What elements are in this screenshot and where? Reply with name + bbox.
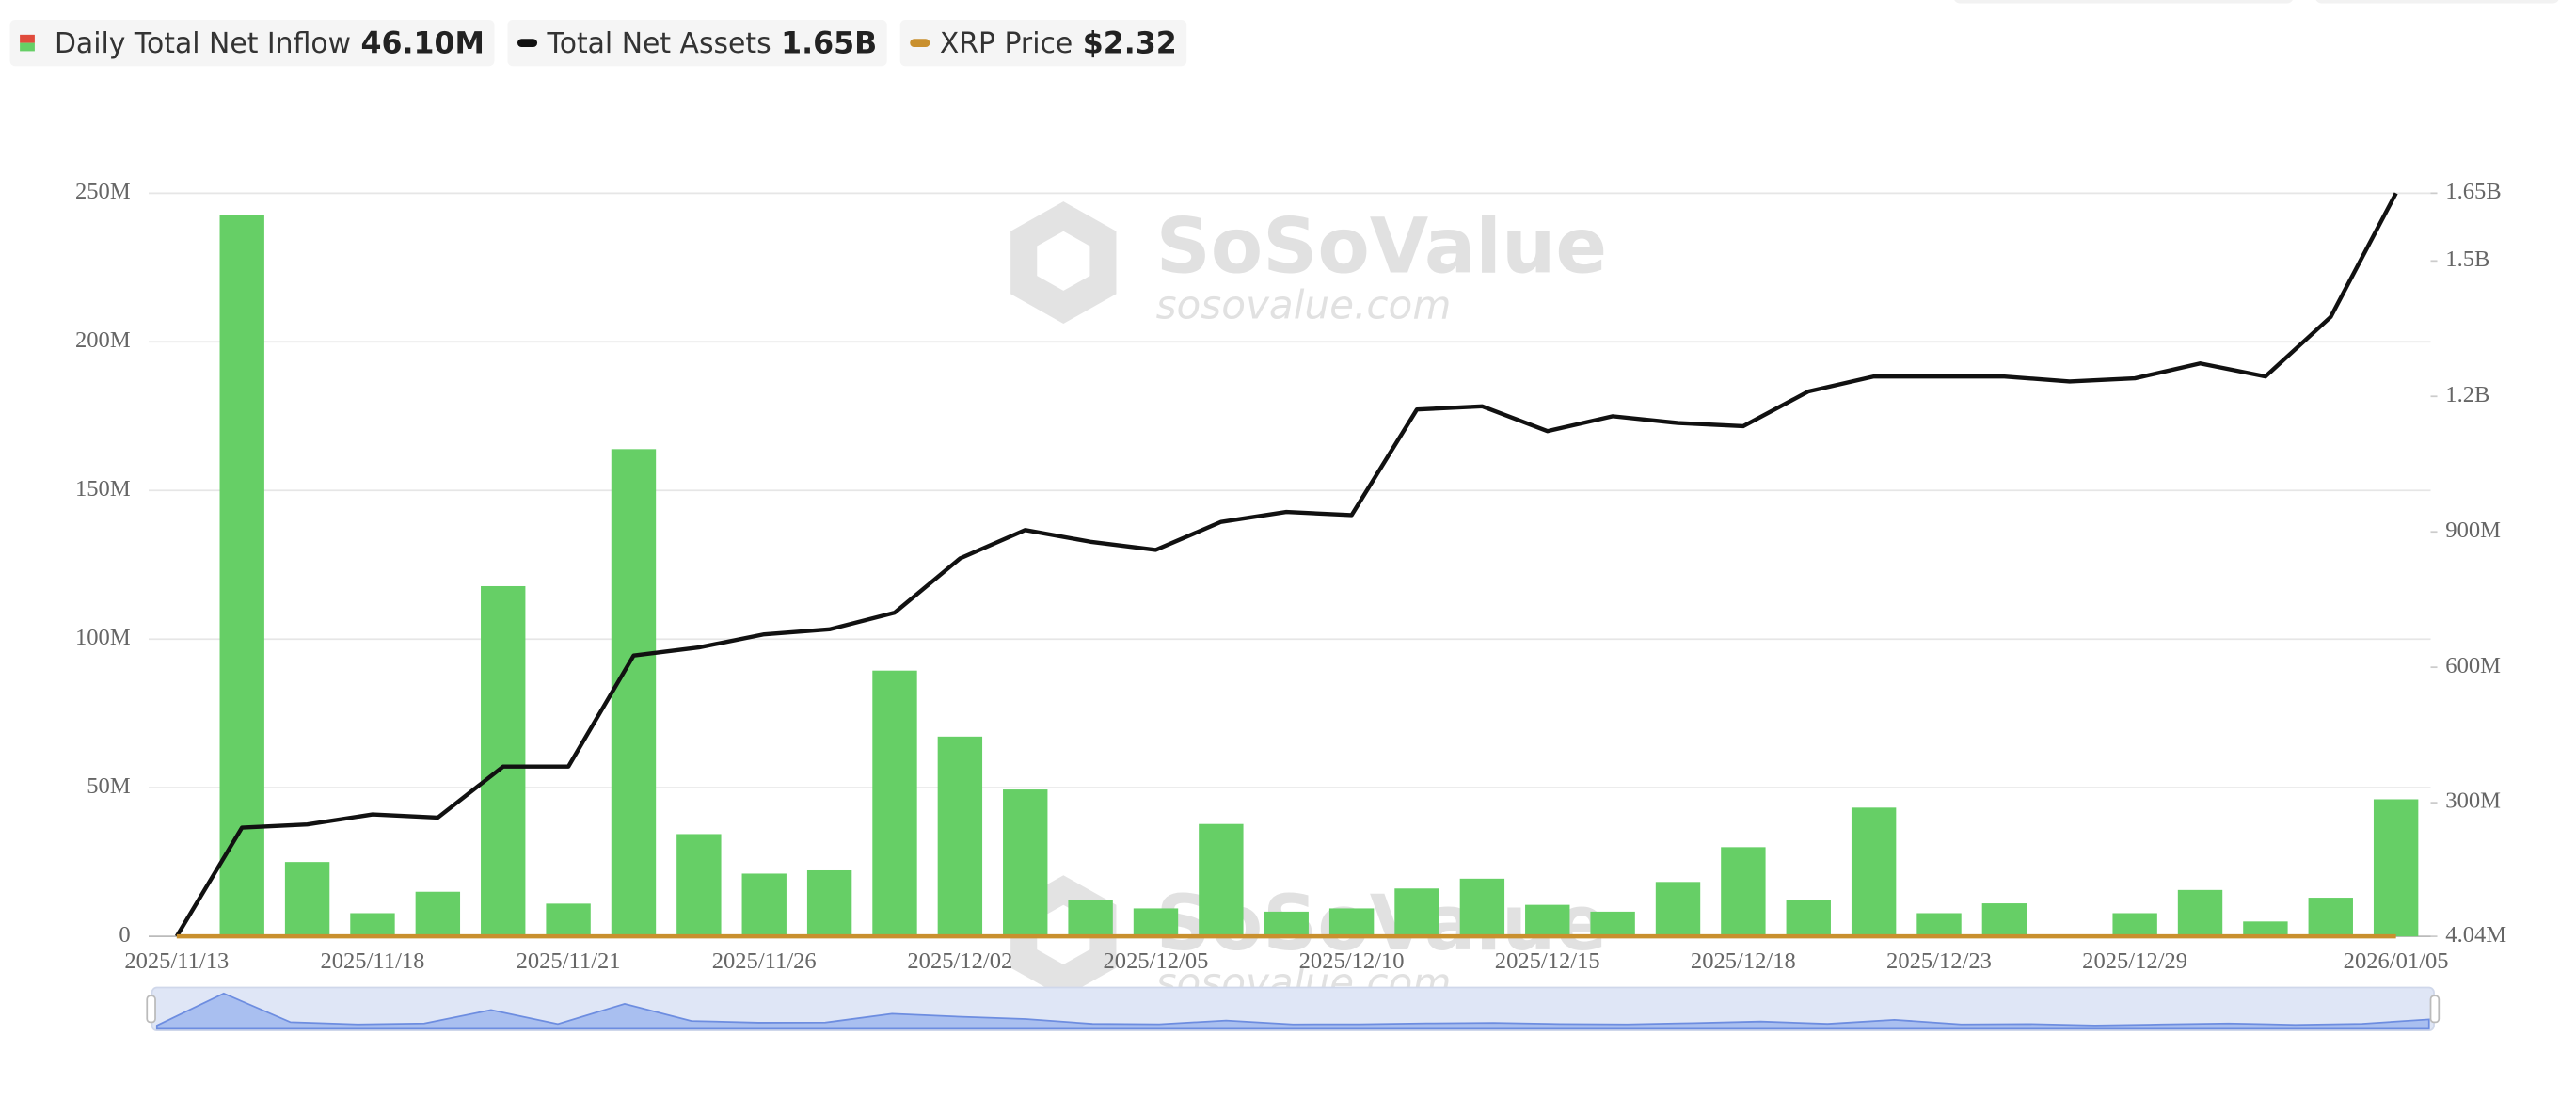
bar[interactable] <box>2112 913 2157 937</box>
bar[interactable] <box>1655 882 1701 937</box>
y2-tick-label: 4.04M <box>2445 922 2506 948</box>
bar[interactable] <box>1786 900 1831 937</box>
legend-item[interactable]: Total Net Assets 1.65B <box>507 20 887 67</box>
x-tick-label: 2026/01/05 <box>2344 948 2449 974</box>
bar[interactable] <box>481 585 526 937</box>
x-tick-label: 2025/12/02 <box>907 948 1012 974</box>
x-tick-label: 2025/12/29 <box>2082 948 2187 974</box>
legend-label: Daily Total Net Inflow <box>55 27 351 60</box>
navigator-area <box>155 992 2430 1030</box>
watermark-brand: SoSoValue <box>1156 203 1608 292</box>
plot: 0 50M 100M 150M 200M 250M 4.04M 300M 600M 900M 1.2… <box>75 179 2506 974</box>
legend-icon <box>20 42 35 52</box>
bar[interactable] <box>1981 903 2027 937</box>
x-tick-label: 2025/12/15 <box>1495 948 1600 974</box>
x-tick-label: 2025/11/13 <box>124 948 229 974</box>
legend-icon <box>517 39 538 48</box>
watermark-site: sosovalue.com <box>1156 282 1452 328</box>
bar[interactable] <box>1590 911 1635 937</box>
bar[interactable] <box>2177 889 2223 937</box>
bar[interactable] <box>546 903 591 937</box>
y2-tick-label: 600M <box>2445 653 2501 678</box>
bar[interactable] <box>350 913 395 937</box>
bar[interactable] <box>2243 921 2288 937</box>
line <box>174 192 2398 938</box>
bar[interactable] <box>611 449 657 937</box>
watermark-logo <box>1010 201 1117 324</box>
bar[interactable] <box>741 873 787 937</box>
bar[interactable] <box>1721 847 1766 937</box>
legend-icon <box>910 39 930 48</box>
legend-background <box>899 20 1187 67</box>
bar[interactable] <box>284 862 330 937</box>
bar[interactable] <box>219 215 264 937</box>
legend-item[interactable]: Daily Total Net Inflow 46.10M <box>9 20 495 67</box>
y2-tick-label: 900M <box>2445 518 2501 543</box>
legend-value: 46.10M <box>361 26 485 60</box>
legend-label: Total Net Assets <box>547 27 771 60</box>
y-tick-label: 200M <box>75 327 131 353</box>
bar[interactable] <box>1133 908 1179 937</box>
navigator-handle[interactable] <box>146 995 156 1024</box>
bar[interactable] <box>872 670 917 937</box>
legend-background <box>9 20 495 67</box>
bar[interactable] <box>2308 898 2353 937</box>
bar[interactable] <box>1525 904 1570 937</box>
legend-label: XRP Price <box>940 27 1073 60</box>
bar[interactable] <box>415 891 461 937</box>
y-tick-label: 150M <box>75 476 131 502</box>
navigator-handle[interactable] <box>2429 995 2441 1024</box>
legend-value: $2.32 <box>1083 26 1177 60</box>
bar[interactable] <box>676 834 722 937</box>
x-tick-label: 2025/11/18 <box>320 948 424 974</box>
legend-background <box>507 20 887 67</box>
bar[interactable] <box>937 736 983 937</box>
legend-item[interactable]: XRP Price $2.32 <box>899 20 1187 67</box>
bar[interactable] <box>1394 888 1439 937</box>
x-tick-label: 2025/12/23 <box>1886 948 1992 974</box>
legend-icon <box>20 34 35 43</box>
bar[interactable] <box>1328 908 1375 937</box>
y2-tick-label: 1.2B <box>2445 382 2489 407</box>
bar[interactable] <box>1199 823 1244 937</box>
bar[interactable] <box>806 869 852 937</box>
y-tick-label: 0 <box>119 922 130 948</box>
toolbar-button[interactable] <box>1953 0 2294 4</box>
bar[interactable] <box>1851 807 1897 937</box>
bar[interactable] <box>1916 913 1962 937</box>
navigator[interactable] <box>146 986 2441 1032</box>
watermark: SoSoValuesosovalue.comSoSoValuesosovalue… <box>1010 201 1607 1005</box>
y2-tick-label: 1.65B <box>2445 179 2501 204</box>
x-tick-label: 2025/12/18 <box>1691 948 1796 974</box>
bar[interactable] <box>2373 799 2419 937</box>
bar[interactable] <box>1264 911 1309 937</box>
x-tick-label: 2025/12/05 <box>1104 948 1209 974</box>
x-tick-label: 2025/11/21 <box>517 948 621 974</box>
y2-tick-label: 1.5B <box>2445 247 2489 272</box>
toolbar-button[interactable] <box>2315 0 2560 4</box>
y-tick-label: 100M <box>75 625 131 650</box>
y-tick-label: 250M <box>75 179 131 204</box>
legend-value: 1.65B <box>781 26 877 60</box>
bar[interactable] <box>1068 900 1113 937</box>
y-tick-label: 50M <box>87 773 131 799</box>
x-tick-label: 2025/12/10 <box>1299 948 1405 974</box>
y2-tick-label: 300M <box>2445 788 2501 814</box>
legend: Daily Total Net Inflow 46.10M Total Net As… <box>9 20 1187 67</box>
x-tick-label: 2025/11/26 <box>712 948 817 974</box>
bar[interactable] <box>1003 789 1048 937</box>
bar[interactable] <box>1459 878 1505 937</box>
